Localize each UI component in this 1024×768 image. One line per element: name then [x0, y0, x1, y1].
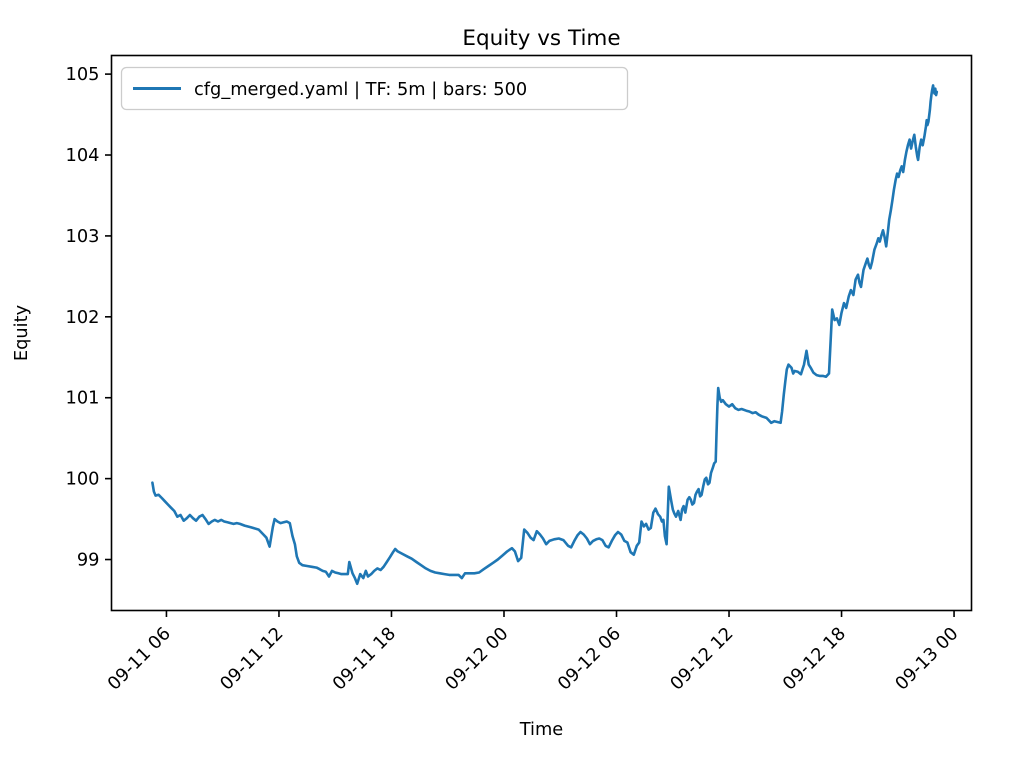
axis-ticks-layer: 99 100 101 102 103 104 105 09-11 06 09-11 12 09-1… — [66, 64, 963, 694]
legend-label: cfg_merged.yaml | TF: 5m | bars: 500 — [194, 79, 527, 100]
y-tick-label: 99 — [77, 550, 100, 571]
x-tick-label: 09-11 06 — [104, 623, 175, 694]
legend: cfg_merged.yaml | TF: 5m | bars: 500 — [120, 66, 629, 111]
x-tick-label: 09-13 00 — [891, 623, 962, 694]
y-tick-label: 100 — [66, 469, 100, 490]
x-tick-label: 09-12 06 — [554, 623, 625, 694]
x-tick-label: 09-12 00 — [441, 623, 512, 694]
x-tick-label: 09-12 18 — [779, 623, 850, 694]
data-line-layer — [151, 84, 939, 586]
x-tick-label: 09-12 12 — [666, 623, 737, 694]
chart-title: Equity vs Time — [462, 26, 620, 51]
x-axis-label: Time — [519, 719, 564, 740]
y-tick-label: 104 — [66, 145, 100, 166]
legend-frame — [120, 66, 629, 111]
y-tick-label: 101 — [66, 388, 100, 409]
y-tick-label: 105 — [66, 64, 100, 85]
x-tick-label: 09-11 12 — [216, 623, 287, 694]
x-tick-label: 09-11 18 — [329, 623, 400, 694]
y-axis-label: Equity — [11, 305, 32, 361]
equity-line — [151, 84, 939, 586]
plot-area-frame — [110, 54, 973, 612]
y-tick-label: 103 — [66, 226, 100, 247]
y-tick-label: 102 — [66, 307, 100, 328]
